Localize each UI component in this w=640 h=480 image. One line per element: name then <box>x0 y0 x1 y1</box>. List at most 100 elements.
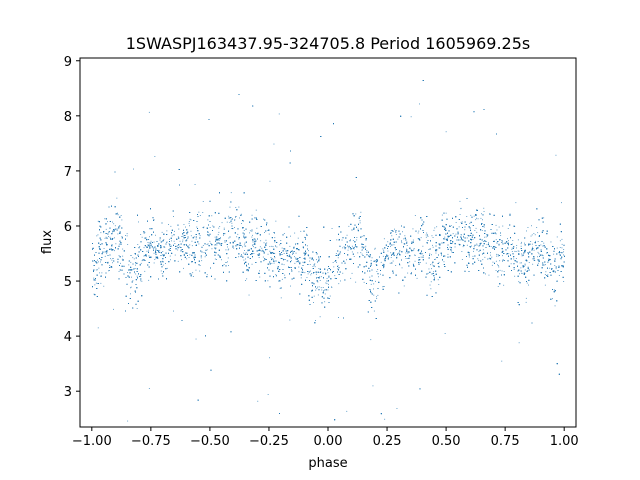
data-point <box>452 233 454 235</box>
data-point <box>185 226 186 228</box>
data-point <box>230 219 232 221</box>
data-point <box>290 235 291 237</box>
data-point <box>229 222 231 223</box>
data-point <box>478 259 480 261</box>
data-point <box>283 253 285 254</box>
data-point <box>425 234 427 236</box>
data-point <box>458 243 460 245</box>
data-point <box>478 251 480 252</box>
data-point <box>286 260 288 262</box>
data-point <box>450 241 451 243</box>
data-point <box>305 239 306 240</box>
data-point <box>493 248 495 249</box>
data-point <box>472 238 474 240</box>
data-point <box>514 275 516 277</box>
data-point <box>143 247 145 249</box>
data-point <box>135 262 137 264</box>
data-point <box>183 253 185 255</box>
data-point <box>269 180 271 182</box>
data-point <box>100 261 101 263</box>
data-point <box>384 418 386 420</box>
data-point <box>315 289 317 291</box>
data-point <box>526 282 528 284</box>
data-point <box>279 287 281 289</box>
data-point <box>517 239 519 241</box>
data-point <box>200 257 202 259</box>
data-point <box>235 216 237 217</box>
data-point <box>276 246 278 248</box>
data-point <box>280 240 282 241</box>
data-point <box>337 268 339 270</box>
data-point <box>115 243 117 245</box>
data-point <box>234 219 236 221</box>
data-point <box>451 252 453 253</box>
data-point <box>263 251 265 253</box>
data-point <box>334 277 336 279</box>
data-point <box>482 249 484 251</box>
data-point <box>141 280 143 282</box>
data-point <box>406 251 407 252</box>
data-point <box>194 184 196 185</box>
data-point <box>351 272 353 274</box>
data-point <box>173 240 175 242</box>
data-point <box>496 255 498 257</box>
data-point <box>497 255 499 257</box>
data-point <box>385 255 387 257</box>
data-point <box>539 256 540 257</box>
data-point <box>97 234 99 236</box>
data-point <box>107 221 108 223</box>
data-point <box>169 238 170 240</box>
data-point <box>314 266 316 268</box>
data-point <box>275 275 277 277</box>
data-point <box>350 258 352 260</box>
data-point <box>166 267 168 269</box>
data-point <box>166 241 167 243</box>
data-point <box>352 240 354 241</box>
data-point <box>554 265 556 266</box>
data-point <box>252 245 254 247</box>
data-point <box>543 242 545 244</box>
data-point <box>370 339 372 341</box>
data-point <box>501 242 502 243</box>
data-point <box>521 262 522 264</box>
data-point <box>132 280 134 282</box>
data-point <box>337 265 339 267</box>
data-point <box>233 247 235 249</box>
data-point <box>348 245 350 247</box>
data-point <box>503 271 505 272</box>
data-point <box>193 236 195 238</box>
data-point <box>521 255 523 257</box>
data-point <box>502 225 504 227</box>
data-point <box>252 244 254 245</box>
data-point <box>245 245 247 247</box>
data-point <box>496 253 498 255</box>
data-point <box>432 265 434 267</box>
data-point <box>239 217 240 219</box>
data-point <box>163 239 165 241</box>
data-point <box>153 252 155 254</box>
data-point <box>361 248 363 250</box>
data-point <box>528 262 530 263</box>
data-point <box>148 242 150 244</box>
data-point <box>276 275 277 276</box>
data-point <box>114 225 116 227</box>
data-point <box>297 237 299 239</box>
data-point <box>526 230 527 232</box>
data-point <box>103 248 105 249</box>
data-point <box>144 232 146 234</box>
data-point <box>376 298 378 299</box>
data-point <box>470 214 472 216</box>
data-point <box>202 245 204 246</box>
data-point <box>405 252 407 254</box>
data-point <box>482 241 484 242</box>
data-point <box>201 260 203 262</box>
data-point <box>498 265 499 267</box>
data-point <box>177 249 179 251</box>
data-point <box>461 221 463 223</box>
data-point <box>432 237 434 238</box>
data-point <box>128 264 130 266</box>
data-point <box>306 277 308 278</box>
data-point <box>373 288 374 290</box>
data-point <box>149 246 151 247</box>
data-point <box>112 237 114 239</box>
